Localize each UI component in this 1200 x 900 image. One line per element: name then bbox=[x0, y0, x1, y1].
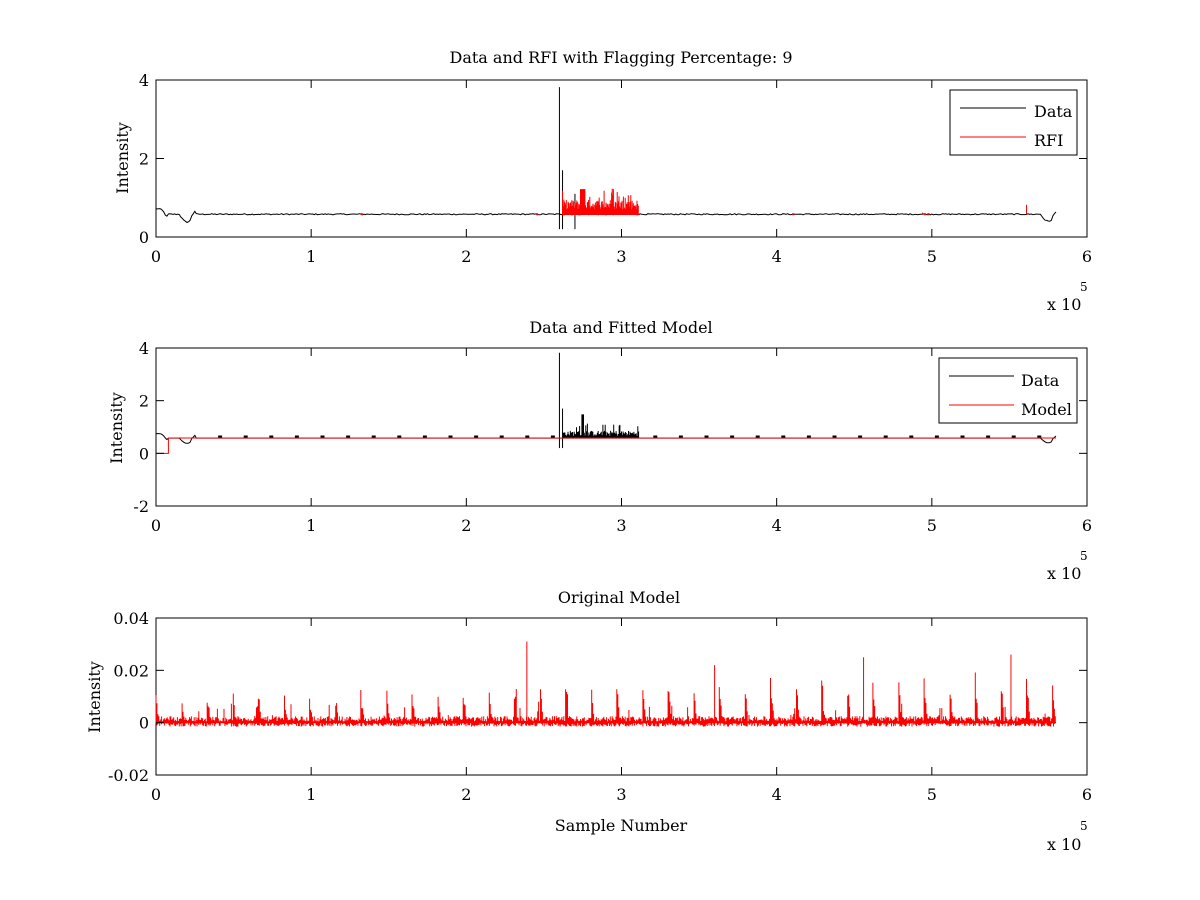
panel-3-axes bbox=[155, 617, 1088, 776]
panel-1-legend-box bbox=[949, 89, 1078, 156]
panel-2-ylabel: Intensity bbox=[107, 392, 126, 464]
panel-2-title: Data and Fitted Model bbox=[529, 318, 712, 337]
panel-1-plot-area bbox=[155, 87, 1057, 230]
panel-1-xtick-label: 5 bbox=[927, 247, 937, 266]
panel-3-xlabel: Sample Number bbox=[555, 816, 688, 835]
panel-1-xtick-label: 0 bbox=[151, 247, 161, 266]
panel-3-xtick-label: 0 bbox=[151, 785, 161, 804]
panel-2-xtick-label: 4 bbox=[772, 516, 782, 535]
panel-2-legend-data-label: Data bbox=[1021, 371, 1060, 390]
panel-1-ticks: 0 1 2 3 4 5 6 0 2 4 bbox=[139, 71, 1092, 266]
panel-3-ytick-label: -0.02 bbox=[108, 766, 149, 785]
panel-1-x-multiplier: x 10 bbox=[1047, 295, 1081, 314]
panel-1-xtick-label: 3 bbox=[616, 247, 626, 266]
panel-3-xtick-label: 4 bbox=[772, 785, 782, 804]
panel-2-ytick-label: -2 bbox=[133, 497, 149, 516]
panel-3-ytick-label: 0.02 bbox=[113, 661, 149, 680]
panel-2-xtick-label: 5 bbox=[927, 516, 937, 535]
model-series-trace bbox=[155, 672, 1056, 727]
panel-2-xtick-label: 0 bbox=[151, 516, 161, 535]
panel-2-x-exponent: 5 bbox=[1080, 549, 1088, 563]
panel-1-xtick-label: 4 bbox=[772, 247, 782, 266]
panel-1-ytick-label: 2 bbox=[139, 150, 149, 169]
panel-2-legend: Data Model bbox=[938, 357, 1078, 424]
panel-1-x-exponent: 5 bbox=[1080, 280, 1088, 294]
panel-1-xtick-label: 1 bbox=[306, 247, 316, 266]
panel-3-xtick-label: 6 bbox=[1082, 785, 1092, 804]
panel-1-legend-rfi-label: RFI bbox=[1034, 131, 1063, 150]
panel-2-ytick-label: 2 bbox=[139, 392, 149, 411]
panel-2-xtick-label: 6 bbox=[1082, 516, 1092, 535]
panel-3-plot-area bbox=[155, 641, 1056, 727]
panel-1: Data and RFI with Flagging Percentage: 9… bbox=[113, 48, 1092, 314]
panel-3-x-multiplier: x 10 bbox=[1047, 835, 1081, 854]
panel-3-xtick-label: 2 bbox=[461, 785, 471, 804]
panel-3-xtick-label: 3 bbox=[616, 785, 626, 804]
panel-2-axes bbox=[155, 347, 1088, 507]
panel-1-ytick-label: 0 bbox=[139, 228, 149, 247]
panel-2-ytick-label: 0 bbox=[139, 444, 149, 463]
panel-2-xtick-label: 2 bbox=[461, 516, 471, 535]
panel-2-legend-model-label: Model bbox=[1021, 400, 1072, 419]
panel-1-legend: Data RFI bbox=[949, 89, 1078, 156]
panel-1-legend-data-label: Data bbox=[1034, 102, 1073, 121]
panel-3-x-exponent: 5 bbox=[1080, 819, 1088, 833]
panel-1-xtick-label: 6 bbox=[1082, 247, 1092, 266]
panel-3-xtick-label: 5 bbox=[927, 785, 937, 804]
panel-1-ytick-label: 4 bbox=[139, 71, 149, 90]
panel-3-ylabel: Intensity bbox=[85, 661, 104, 733]
panel-1-ylabel: Intensity bbox=[113, 122, 132, 194]
panel-2-xtick-label: 1 bbox=[306, 516, 316, 535]
panel-3-ytick-label: 0 bbox=[139, 714, 149, 733]
panel-1-xtick-label: 2 bbox=[461, 247, 471, 266]
panel-2-legend-box bbox=[938, 357, 1078, 424]
panel-1-title: Data and RFI with Flagging Percentage: 9 bbox=[449, 48, 792, 67]
panel-2-xtick-label: 3 bbox=[616, 516, 626, 535]
panel-3-ytick-label: 0.04 bbox=[113, 609, 149, 628]
panel-2-x-multiplier: x 10 bbox=[1047, 564, 1081, 583]
rfi-burst bbox=[562, 188, 639, 215]
panel-3-title: Original Model bbox=[558, 588, 680, 607]
panel-3-xtick-label: 1 bbox=[306, 785, 316, 804]
panel-2-ytick-label: 4 bbox=[139, 339, 149, 358]
